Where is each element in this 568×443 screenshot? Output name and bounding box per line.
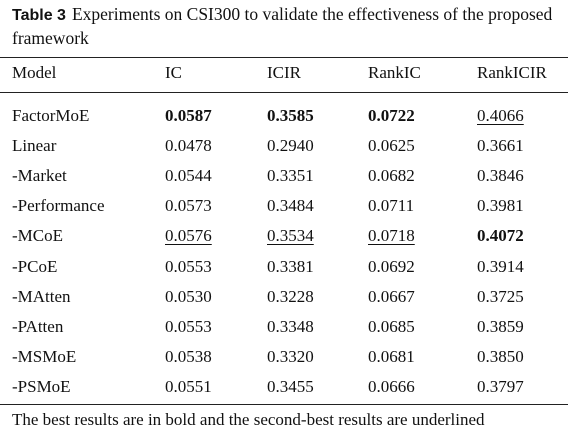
table-cell: 0.4072 <box>477 226 524 246</box>
table-cell: 0.0718 <box>368 226 415 246</box>
header-cell: IC <box>165 63 182 82</box>
table-cell: 0.0576 <box>165 226 212 246</box>
table-cell: 0.0587 <box>165 106 212 125</box>
table-cell: 0.0666 <box>368 376 415 396</box>
caption-label: Table 3 <box>12 7 66 24</box>
row-label: -Market <box>12 166 67 186</box>
row-label: -PCoE <box>12 256 58 276</box>
table-cell: 0.0553 <box>165 256 212 276</box>
header-cell: RankICIR <box>477 63 547 82</box>
top-rule <box>0 57 568 58</box>
table-cell: 0.3348 <box>267 316 314 336</box>
table-cell: 0.3455 <box>267 376 314 396</box>
table-cell: 0.0711 <box>368 196 415 216</box>
table-cell: 0.3534 <box>267 226 314 246</box>
table-cell: 0.3228 <box>267 286 314 306</box>
table-cell: 0.0553 <box>165 316 212 336</box>
table-footnote: The best results are in bold and the sec… <box>12 410 485 429</box>
table-cell: 0.0573 <box>165 196 212 216</box>
table-cell: 0.0667 <box>368 286 415 306</box>
row-label: -MAtten <box>12 286 71 306</box>
table-cell: 0.3914 <box>477 256 524 276</box>
table-cell: 0.3797 <box>477 376 524 396</box>
table-cell: 0.3585 <box>267 106 314 125</box>
table-cell: 0.2940 <box>267 136 314 156</box>
row-label: -PAtten <box>12 316 64 336</box>
table-cell: 0.3859 <box>477 316 524 336</box>
table-cell: 0.0682 <box>368 166 415 186</box>
table-cell: 0.0544 <box>165 166 212 186</box>
table-cell: 0.0681 <box>368 346 415 366</box>
header-cell: Model <box>12 63 57 82</box>
table-cell: 0.0685 <box>368 316 415 336</box>
table-cell: 0.0625 <box>368 136 415 156</box>
table-cell: 0.0692 <box>368 256 415 276</box>
row-label: Linear <box>12 136 57 156</box>
table-cell: 0.3725 <box>477 286 524 306</box>
table-cell: 0.3351 <box>267 166 314 186</box>
table-cell: 0.0551 <box>165 376 212 396</box>
table-cell: 0.3484 <box>267 196 314 216</box>
table-cell: 0.4066 <box>477 106 524 125</box>
header-cell: RankIC <box>368 63 421 82</box>
table-cell: 0.3846 <box>477 166 524 186</box>
table-cell: 0.3381 <box>267 256 314 276</box>
table-cell: 0.3661 <box>477 136 524 156</box>
table-cell: 0.0722 <box>368 106 415 125</box>
row-label: -PSMoE <box>12 376 71 396</box>
table-caption: Table 3 Experiments on CSI300 to validate… <box>12 3 560 50</box>
header-rule <box>0 92 568 93</box>
table-cell: 0.0478 <box>165 136 212 156</box>
table-cell: 0.0538 <box>165 346 212 366</box>
row-label: FactorMoE <box>12 106 90 125</box>
header-cell: ICIR <box>267 63 301 82</box>
row-label: -Performance <box>12 196 105 216</box>
table-cell: 0.3320 <box>267 346 314 366</box>
row-label: -MCoE <box>12 226 63 246</box>
bottom-rule <box>0 404 568 405</box>
caption-text: Experiments on CSI300 to validate the ef… <box>12 4 553 48</box>
table-cell: 0.0530 <box>165 286 212 306</box>
table-cell: 0.3850 <box>477 346 524 366</box>
row-label: -MSMoE <box>12 346 77 366</box>
table-cell: 0.3981 <box>477 196 524 216</box>
